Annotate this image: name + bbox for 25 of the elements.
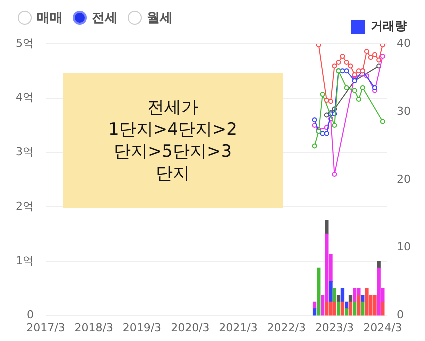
text: 매매 [37,10,63,27]
y2-tick-label: 30 [397,104,412,118]
x-tick-label: 2021/3 [219,321,258,334]
x-tick-label: 2018/3 [74,321,114,334]
text: 전세 [92,10,118,27]
x-tick-label: 2024/3 [364,321,402,334]
text: 월세 [147,10,173,27]
x-tick-label: 2023/3 [315,321,354,334]
x-tick-label: 2017/3 [26,321,66,334]
note-box: 전세가 1단지>4단지>2단지>5단지>3단지 [63,73,283,208]
y-tick-label: 0 [27,308,34,322]
annotation: 전세가 1단지>4단지>2단지>5단지>3단지 [108,96,238,184]
y2-tick-label: 40 [397,36,412,50]
x-tick-label: 2022/3 [267,321,306,334]
x-tick-label: 2020/3 [171,321,210,334]
y-tick-label: 1억 [16,254,34,268]
y2-tick-label: 10 [397,240,412,254]
legend-label: 거래량 [371,19,407,34]
x-tick-label: 2019/3 [122,321,162,334]
y-tick-label: 4억 [16,91,34,104]
y2-tick-label: 0 [397,308,404,322]
y-tick-label: 2억 [16,200,34,213]
y-tick-label: 5억 [16,36,34,50]
y2-tick-label: 20 [397,172,412,186]
y-tick-label: 3억 [16,146,34,159]
